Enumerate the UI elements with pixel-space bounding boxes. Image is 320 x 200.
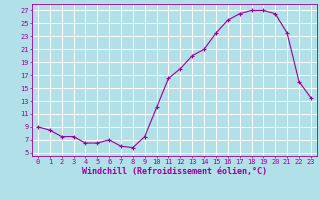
X-axis label: Windchill (Refroidissement éolien,°C): Windchill (Refroidissement éolien,°C)	[82, 167, 267, 176]
